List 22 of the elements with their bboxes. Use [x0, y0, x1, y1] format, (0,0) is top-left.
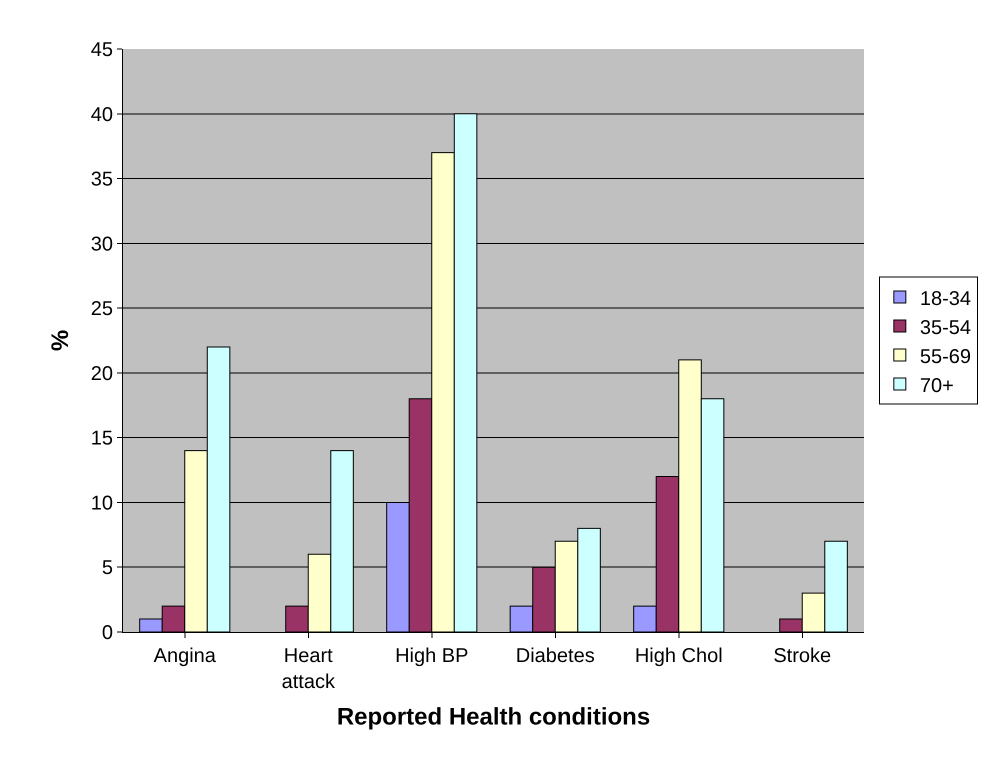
y-tick-label: 35 [90, 168, 113, 191]
y-tick-label: 10 [90, 492, 113, 514]
legend-label: 18-34 [920, 288, 971, 310]
legend-label: 35-54 [920, 316, 971, 339]
y-tick-label: 30 [90, 233, 113, 256]
y-axis-title: % [46, 330, 74, 352]
x-tick-label: High BP [395, 645, 468, 667]
y-tick-label: 25 [90, 298, 113, 320]
legend-label: 55-69 [920, 346, 971, 368]
y-tick-label: 5 [102, 557, 113, 580]
y-tick-label: 45 [90, 39, 113, 61]
x-axis-title: Reported Health conditions [336, 703, 650, 730]
x-tick-label: High Chol [634, 645, 723, 667]
y-tick-label: 0 [102, 622, 113, 644]
y-tick-label: 15 [90, 428, 113, 450]
y-tick-label: 20 [90, 362, 113, 385]
x-tick-label: Angina [154, 645, 217, 667]
x-tick-label: Heart attack [282, 645, 336, 693]
y-tick-label: 40 [90, 104, 113, 126]
legend-label: 70+ [920, 374, 954, 397]
x-tick-label: Diabetes [516, 645, 595, 667]
x-tick-label: Stroke [773, 645, 832, 667]
